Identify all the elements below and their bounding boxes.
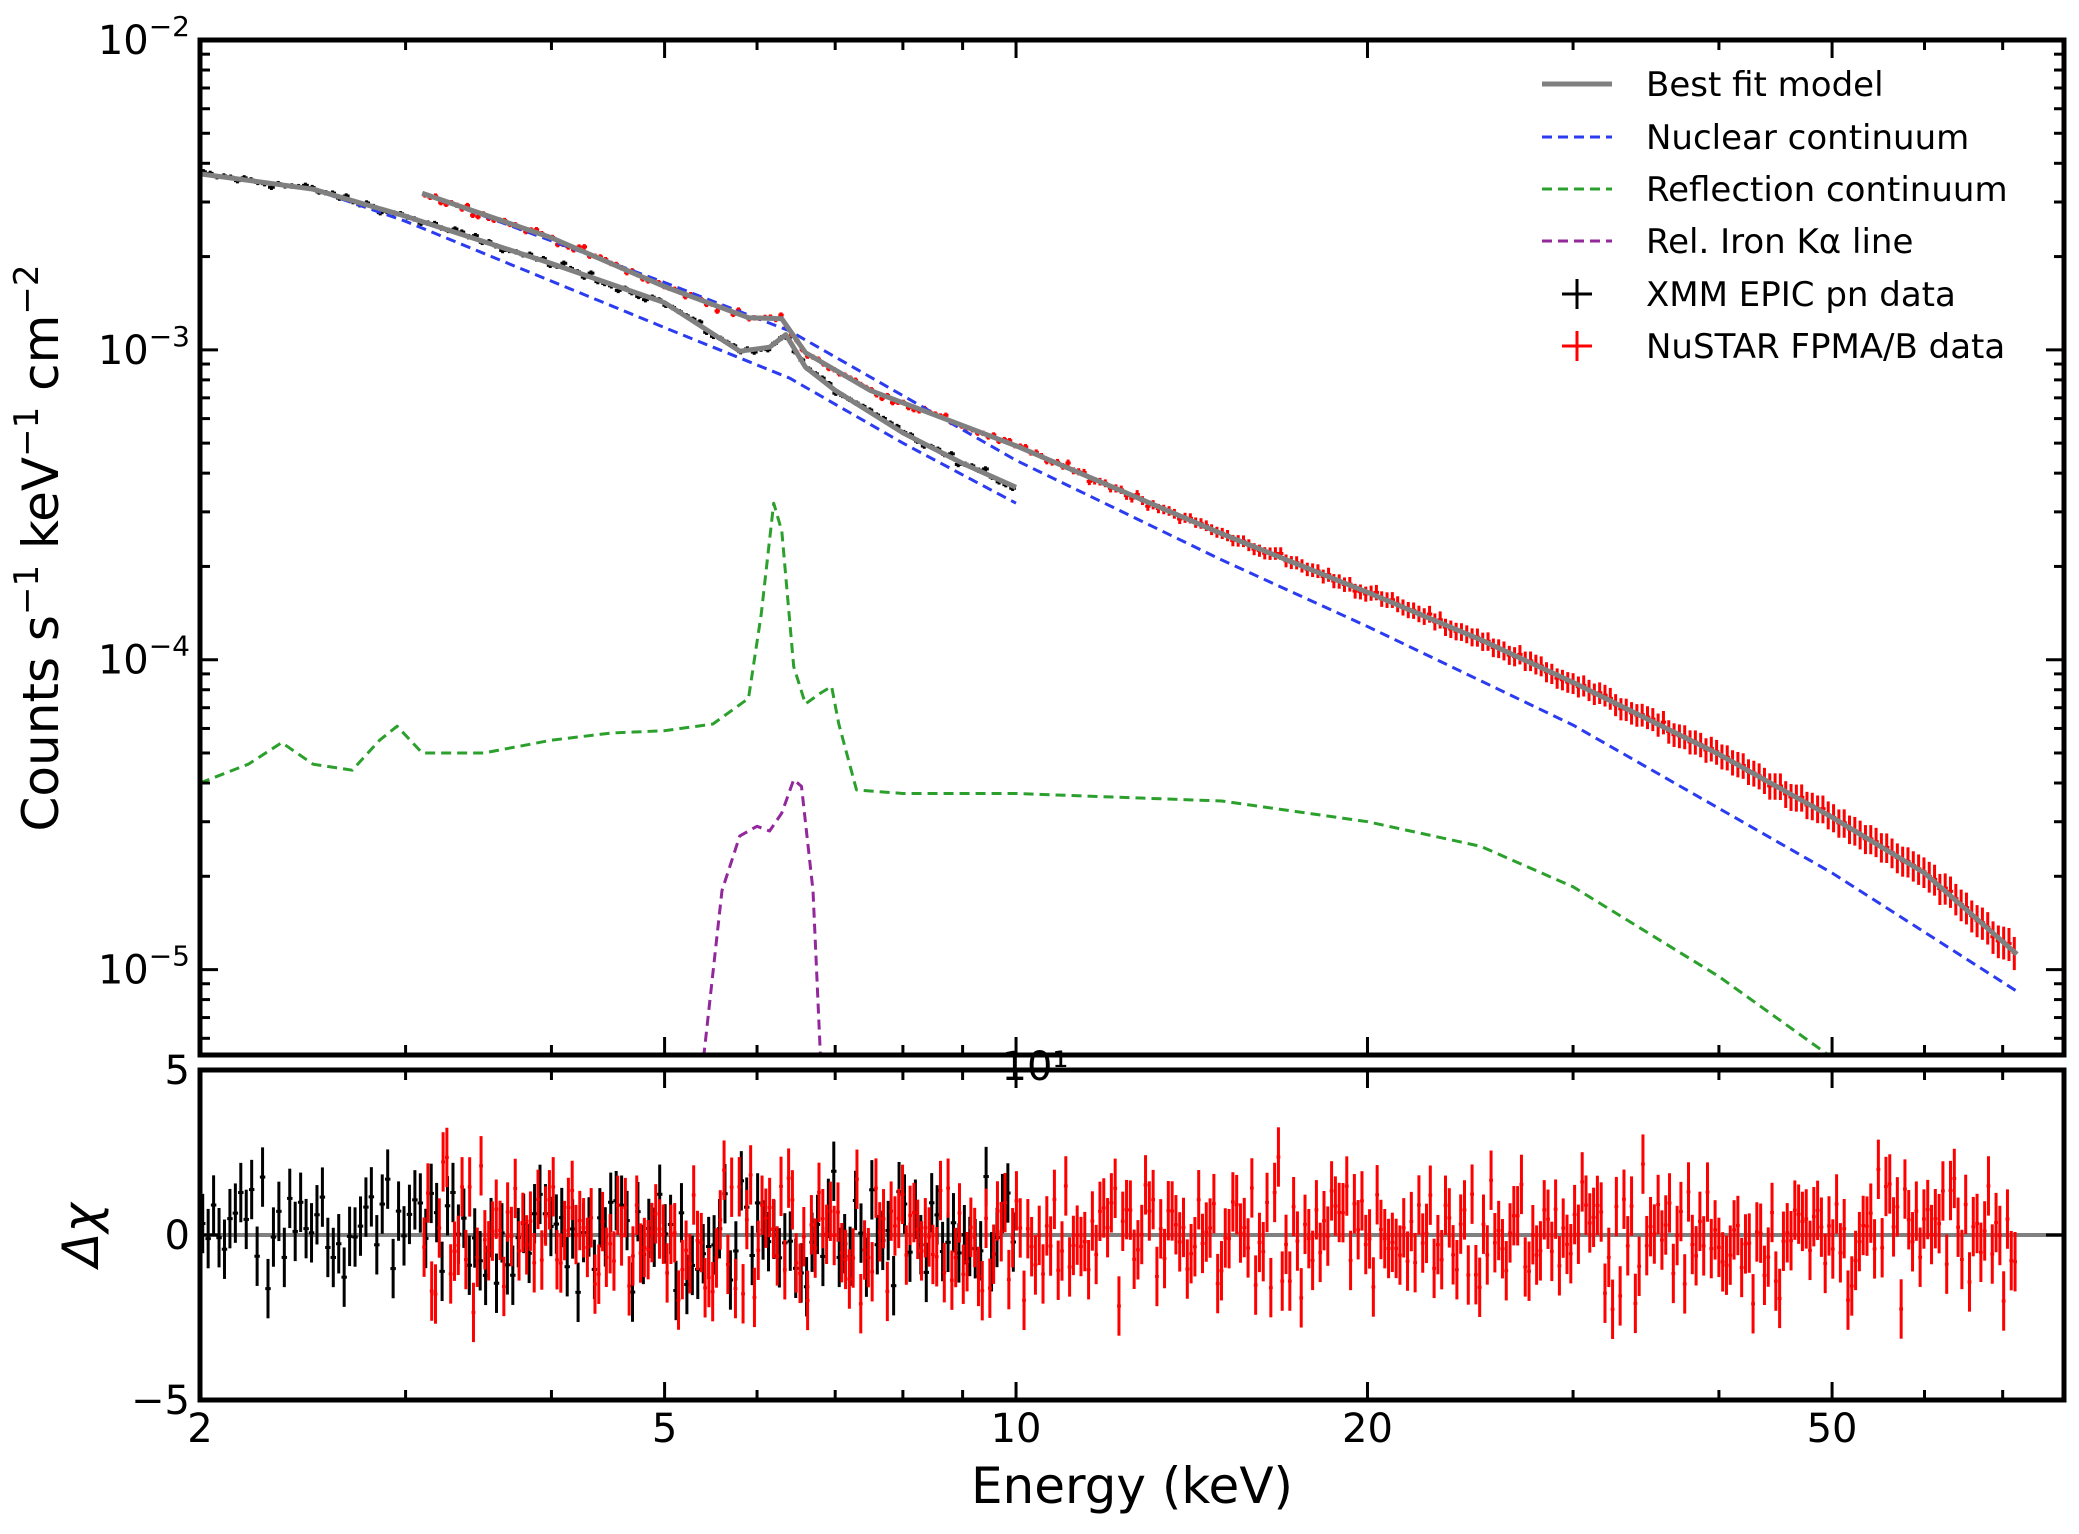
spectrum-marks (200, 169, 2019, 1055)
x-tick-label-2: 2 (187, 1406, 212, 1452)
residuals-y-axis-label: Δχ (52, 1201, 110, 1271)
y-tick-label-1e-4: 10−4 (98, 630, 190, 684)
stray-tick-label: 10¹ (1002, 1044, 1069, 1090)
nuclear-continuum-curve-1 (421, 191, 2018, 993)
best-fit-model-curve-0 (200, 171, 1018, 490)
svg-text:Rel. Iron Kα line: Rel. Iron Kα line (1646, 222, 1913, 262)
legend-item-best-fit-model: Best fit model (1542, 65, 1884, 105)
spectrum-panel: 10−2 10−3 10−4 10−5 Counts s−1 keV−1 cm−… (7, 10, 2067, 1090)
legend: Best fit model Nuclear continuum Reflect… (1542, 65, 2008, 367)
nuclear-continuum-curve-0 (200, 172, 1017, 505)
legend-item-xmm-data: XMM EPIC pn data (1562, 275, 1956, 315)
legend-item-reflection-continuum: Reflection continuum (1542, 170, 2008, 210)
rel-iron-k-line-curve-0 (702, 778, 822, 1055)
svg-text:Nuclear continuum: Nuclear continuum (1646, 118, 1969, 158)
y-tick-label-1e-2: 10−2 (98, 10, 190, 64)
svg-text:Reflection continuum: Reflection continuum (1646, 170, 2008, 210)
spectrum-frame (197, 37, 2067, 1058)
res-y-tick-0: 0 (165, 1213, 190, 1259)
svg-text:XMM EPIC pn data: XMM EPIC pn data (1646, 275, 1956, 315)
spectrum-y-axis-label: Counts s−1 keV−1 cm−2 (7, 265, 70, 832)
res-y-tick-5: 5 (165, 1048, 190, 1094)
reflection-continuum-curve-0 (200, 501, 1832, 1055)
legend-item-nustar-data: NuSTAR FPMA/B data (1562, 327, 2005, 367)
x-tick-label-5: 5 (652, 1406, 677, 1452)
svg-text:NuSTAR FPMA/B data: NuSTAR FPMA/B data (1646, 327, 2005, 367)
x-axis-label: Energy (keV) (971, 1457, 1293, 1515)
legend-item-nuclear-continuum: Nuclear continuum (1542, 118, 1969, 158)
y-tick-label-1e-3: 10−3 (98, 320, 190, 374)
residual-marks (200, 1127, 2064, 1343)
legend-item-iron-line: Rel. Iron Kα line (1542, 222, 1913, 262)
y-tick-label-1e-5: 10−5 (98, 940, 190, 994)
x-tick-label-50: 50 (1807, 1406, 1858, 1452)
best-fit-model-curve-1 (421, 190, 2019, 957)
res-y-tick-minus5: −5 (131, 1378, 190, 1424)
svg-text:Best fit model: Best fit model (1646, 65, 1884, 105)
x-tick-label-20: 20 (1342, 1406, 1393, 1452)
model-curves (200, 171, 2019, 1055)
x-tick-label-10: 10 (991, 1406, 1042, 1452)
xmm-data-crosses (200, 169, 1017, 491)
residuals-panel: 5 0 −5 Δχ 2 5 10 20 50 Energy (keV) (52, 1048, 2067, 1515)
residuals-frame (197, 1067, 2067, 1403)
nustar-residuals (422, 1127, 2017, 1343)
